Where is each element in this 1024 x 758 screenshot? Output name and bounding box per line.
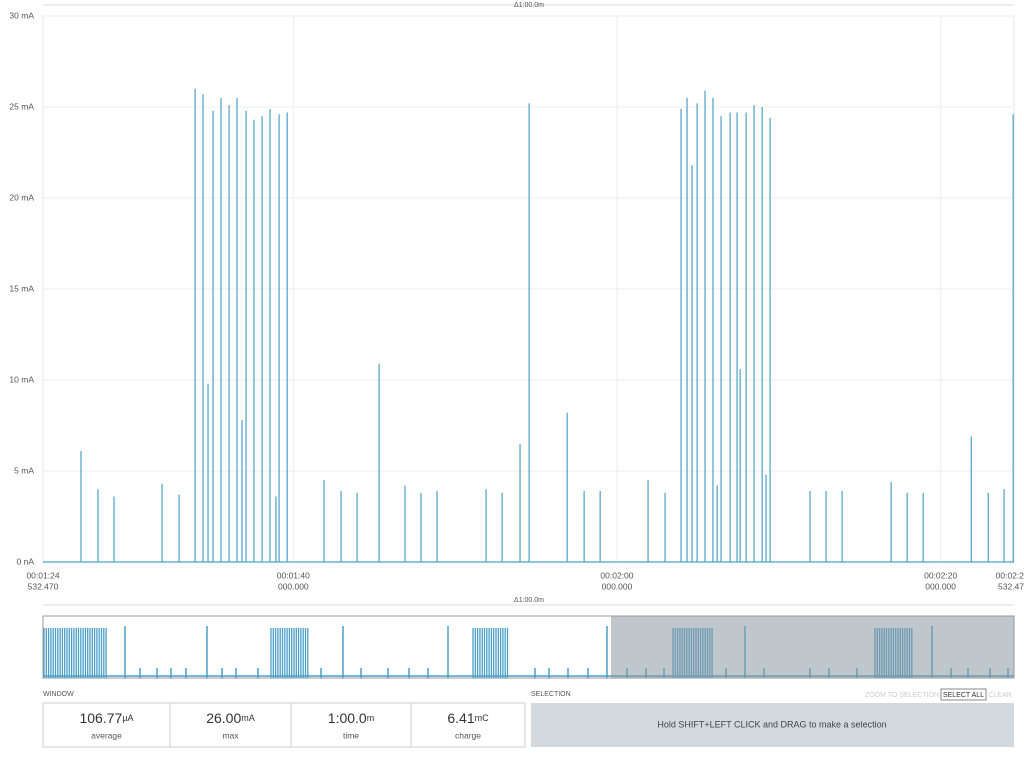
stat-label: average	[91, 730, 122, 740]
select-all-button[interactable]: SELECT ALL	[943, 692, 984, 699]
stat-unit: mA	[241, 713, 255, 723]
select-all-frame	[940, 688, 987, 701]
zoom-button[interactable]: ZOOM TO SELECTION	[865, 692, 939, 699]
stat-label: max	[222, 730, 239, 740]
y-tick-label: 30 mA	[9, 10, 34, 20]
selection-message: Hold SHIFT+LEFT CLICK and DRAG to make a…	[657, 719, 886, 729]
x-tick-label: 00:02:2	[996, 570, 1024, 580]
y-tick-label: 20 mA	[9, 192, 34, 202]
stat-unit: m	[367, 713, 375, 723]
x-tick-label: 000.000	[278, 581, 309, 591]
stat-number: 6.41	[447, 710, 474, 726]
x-tick-label: 00:01:24	[26, 570, 59, 580]
stat-label: charge	[455, 730, 481, 740]
clear-button[interactable]: CLEAR	[988, 692, 1011, 699]
stat-value: 6.41mC	[447, 710, 489, 726]
stat-number: 106.77	[79, 710, 122, 726]
stat-value: 106.77µA	[79, 710, 133, 726]
stat-label: time	[343, 730, 359, 740]
stat-number: 1:00.0	[328, 710, 367, 726]
y-tick-label: 10 mA	[9, 374, 34, 384]
selection-title: SELECTION	[531, 691, 571, 698]
x-tick-label: 00:01:40	[277, 570, 310, 580]
stat-unit: mC	[475, 713, 489, 723]
top-label: Δ1:00.0m	[514, 2, 544, 9]
y-tick-label: 15 mA	[9, 283, 34, 293]
stat-number: 26.00	[206, 710, 241, 726]
stats-box	[42, 702, 526, 748]
x-tick-label: 000.000	[602, 581, 633, 591]
y-tick-label: 5 mA	[14, 465, 34, 475]
x-tick-label: 532.470	[28, 581, 59, 591]
x-tick-label: 00:02:20	[924, 570, 957, 580]
y-tick-label: 0 nA	[17, 556, 35, 566]
y-tick-label: 25 mA	[9, 101, 34, 111]
selection-box	[531, 703, 1014, 747]
x-tick-label: 00:02:00	[600, 570, 633, 580]
stat-value: 1:00.0m	[328, 710, 374, 726]
stat-unit: µA	[122, 713, 133, 723]
x-tick-label: 532.47	[998, 581, 1024, 591]
overview[interactable]	[42, 615, 1015, 679]
stat-value: 26.00mA	[206, 710, 255, 726]
bottom-label: Δ1:00.0m	[514, 597, 544, 604]
overview-window	[611, 616, 1014, 678]
window-title: WINDOW	[43, 691, 74, 698]
x-tick-label: 000.000	[925, 581, 956, 591]
